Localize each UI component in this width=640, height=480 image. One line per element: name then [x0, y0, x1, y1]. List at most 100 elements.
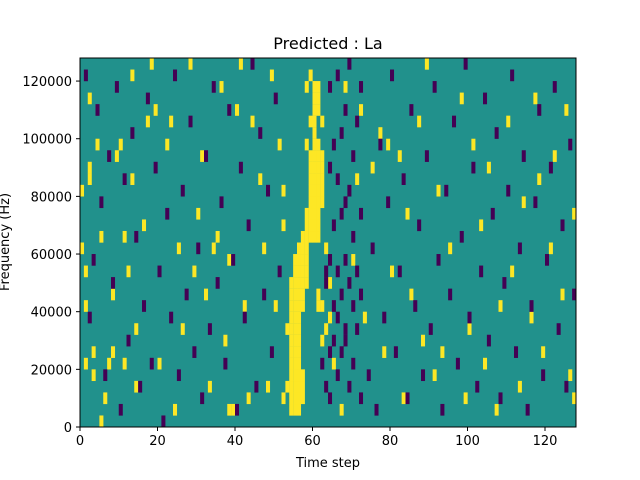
- heatmap-cell-low: [126, 334, 131, 347]
- heatmap-cell-high: [293, 392, 298, 405]
- heatmap-cell-low: [483, 92, 488, 105]
- heatmap-cell-low: [494, 127, 499, 139]
- heatmap-cell-low: [359, 392, 364, 405]
- heatmap-cell-low: [560, 219, 565, 232]
- heatmap-cell-high: [207, 380, 212, 393]
- plot-frame: [79, 57, 577, 428]
- heatmap-cell-high: [324, 242, 329, 255]
- heatmap-cell-low: [157, 265, 162, 278]
- heatmap-cell-high: [308, 207, 313, 220]
- heatmap-cell-low: [211, 81, 216, 93]
- heatmap-cell-low: [328, 392, 333, 405]
- heatmap-cell-high: [246, 392, 251, 405]
- heatmap-cell-high: [320, 300, 325, 312]
- heatmap-cell-high: [355, 173, 360, 185]
- heatmap-cell-low: [347, 277, 352, 289]
- y-tick-label: 40000: [31, 306, 72, 321]
- heatmap-cell-high: [130, 69, 135, 82]
- heatmap-cell-high: [304, 219, 309, 232]
- heatmap-cell-low: [335, 311, 340, 324]
- heatmap-cell-low: [517, 242, 522, 255]
- x-axis-label: Time step: [295, 456, 360, 471]
- y-axis-label: Frequency (Hz): [0, 193, 13, 291]
- heatmap-cell-low: [118, 403, 123, 416]
- heatmap-cell-low: [533, 196, 538, 209]
- heatmap-cell-low: [374, 403, 379, 416]
- heatmap-cell-low: [180, 184, 185, 197]
- heatmap-cell-high: [324, 323, 329, 335]
- heatmap-cell-low: [463, 58, 468, 70]
- heatmap-cell-high: [281, 392, 286, 405]
- heatmap-cell-low: [215, 277, 220, 289]
- heatmap-cell-low: [188, 115, 193, 128]
- heatmap-cell-high: [114, 150, 119, 162]
- heatmap-cell-high: [308, 161, 313, 174]
- heatmap-cell-high: [320, 334, 325, 347]
- heatmap-cell-high: [293, 311, 298, 324]
- heatmap-cell-high: [293, 380, 298, 393]
- y-tick-label: 60000: [31, 248, 72, 263]
- x-tick-label: 60: [304, 434, 321, 449]
- heatmap-cell-high: [293, 369, 298, 382]
- heatmap-cell-low: [103, 369, 108, 382]
- heatmap-cell-high: [312, 173, 317, 185]
- heatmap-cell-high: [320, 150, 325, 162]
- x-tick-label: 20: [149, 434, 166, 449]
- heatmap-cell-high: [308, 230, 313, 243]
- heatmap-cell-high: [552, 150, 557, 162]
- heatmap-cell-high: [111, 288, 116, 301]
- heatmap-cell-high: [293, 403, 298, 416]
- heatmap-cell-high: [293, 323, 298, 335]
- heatmap-cell-high: [169, 115, 174, 128]
- heatmap-cell-low: [393, 346, 398, 358]
- heatmap-cell-low: [266, 184, 271, 197]
- heatmap-cell-high: [316, 184, 321, 197]
- heatmap-cell-high: [204, 288, 209, 301]
- heatmap-cell-low: [114, 81, 119, 93]
- heatmap-cell-low: [359, 81, 364, 93]
- heatmap-cell-high: [297, 392, 302, 405]
- x-tick-label: 0: [76, 434, 84, 449]
- y-tick-label: 80000: [31, 190, 72, 205]
- heatmap-cell-low: [459, 230, 464, 243]
- heatmap-cell-high: [300, 369, 305, 382]
- heatmap-cell-low: [541, 369, 546, 382]
- heatmap-cell-high: [316, 300, 321, 312]
- heatmap-cell-high: [293, 288, 298, 301]
- heatmap-cell-low: [254, 380, 259, 393]
- heatmap-cell-high: [316, 230, 321, 243]
- heatmap-cell-high: [510, 265, 515, 278]
- heatmap-cell-low: [475, 380, 480, 393]
- heatmap-cell-high: [281, 219, 286, 232]
- heatmap-cell-high: [351, 254, 356, 266]
- heatmap-cell-high: [134, 380, 139, 393]
- heatmap-cell-high: [331, 357, 336, 370]
- heatmap-cell-high: [80, 184, 85, 197]
- heatmap-cell-high: [316, 81, 321, 93]
- heatmap-cell-low: [231, 254, 236, 266]
- heatmap-cell-low: [242, 311, 247, 324]
- heatmap-cell-high: [467, 323, 472, 335]
- heatmap-cell-low: [452, 115, 457, 128]
- heatmap-cell-high: [300, 277, 305, 289]
- heatmap-cell-low: [343, 196, 348, 209]
- heatmap-cell-low: [502, 277, 507, 289]
- heatmap-cell-high: [560, 288, 565, 301]
- heatmap-cell-low: [219, 196, 224, 209]
- heatmap-cell-high: [308, 173, 313, 185]
- heatmap-cell-low: [455, 357, 460, 370]
- heatmap-cell-low: [378, 138, 383, 151]
- heatmap-cell-high: [320, 173, 325, 185]
- heatmap-cell-low: [339, 346, 344, 358]
- heatmap-cell-high: [219, 81, 224, 93]
- heatmap-cell-high: [258, 173, 263, 185]
- heatmap-cell-high: [157, 357, 162, 370]
- heatmap-cell-high: [242, 300, 247, 312]
- heatmap-cell-high: [316, 219, 321, 232]
- heatmap-cell-low: [339, 207, 344, 220]
- heatmap-cell-high: [87, 173, 92, 185]
- heatmap-cell-low: [111, 277, 116, 289]
- y-axis: 0 20000 40000 60000 80000 100000 120000: [22, 75, 80, 436]
- heatmap-cell-high: [304, 277, 309, 289]
- heatmap-cell-high: [304, 242, 309, 255]
